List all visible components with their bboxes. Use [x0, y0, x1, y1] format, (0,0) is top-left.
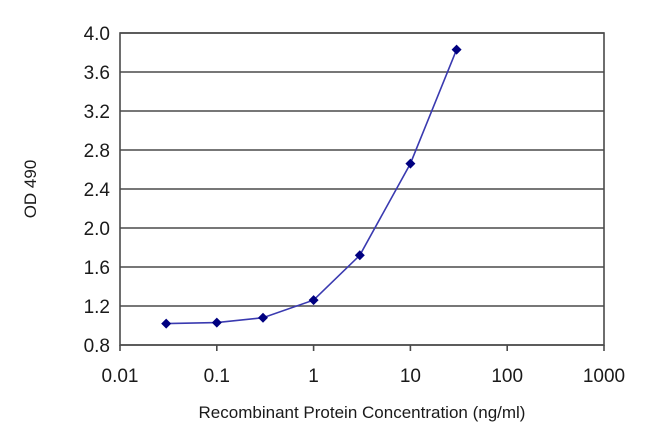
- x-tick-label: 0.01: [102, 366, 139, 387]
- data-point-marker: [308, 295, 319, 306]
- y-tick-label: 2.8: [84, 141, 110, 162]
- x-axis-ticks: [119, 345, 605, 351]
- x-tick-label: 100: [491, 366, 523, 387]
- y-tick-label: 1.6: [84, 258, 110, 279]
- data-point-marker: [258, 312, 268, 323]
- grid-layer: [120, 32, 604, 346]
- y-tick-label: 0.8: [84, 336, 110, 357]
- y-axis-title: OD 490: [21, 160, 40, 219]
- y-tick-label: 4.0: [84, 24, 110, 45]
- y-tick-label: 3.6: [84, 63, 110, 84]
- data-point-marker: [211, 317, 222, 328]
- x-tick-label: 1: [308, 366, 319, 387]
- y-tick-label: 3.2: [84, 102, 110, 123]
- data-point-marker: [405, 158, 416, 169]
- x-tick-label: 1000: [583, 366, 625, 387]
- x-axis-title: Recombinant Protein Concentration (ng/ml…: [199, 403, 526, 422]
- tick-labels: 0.8 1.2 1.6 2.0 2.4 2.8 3.2 3.6 4.0 0.01 0.1 1 10 100…: [84, 24, 626, 387]
- series-layer: [161, 44, 462, 329]
- data-point-marker: [161, 318, 172, 329]
- series-line: [166, 49, 458, 325]
- data-point-marker: [354, 250, 365, 261]
- y-tick-label: 2.0: [84, 219, 110, 240]
- y-tick-label: 2.4: [84, 180, 111, 201]
- plot-area-frame: [119, 32, 605, 346]
- data-point-marker: [451, 44, 462, 55]
- x-tick-label: 10: [400, 366, 421, 387]
- y-tick-label: 1.2: [84, 297, 110, 318]
- x-tick-label: 0.1: [204, 366, 230, 387]
